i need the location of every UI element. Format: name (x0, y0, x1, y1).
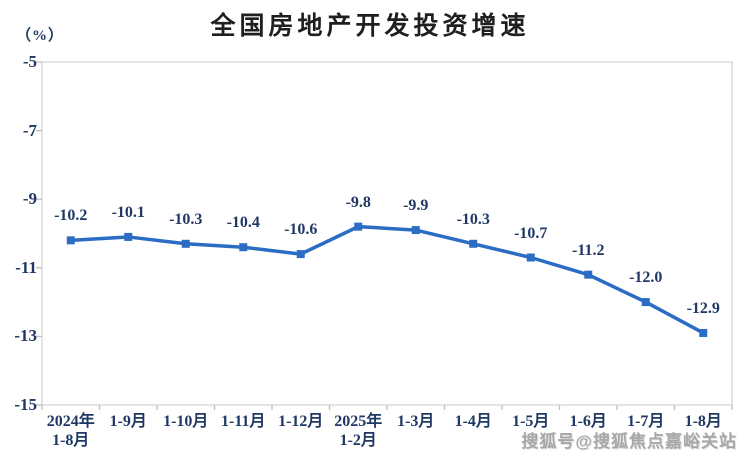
series-line (69, 224, 705, 335)
data-label: -11.2 (572, 241, 605, 259)
x-tick-label: 1-7月 (611, 412, 681, 431)
x-tick-label-line: 1-6月 (569, 413, 607, 430)
data-point-marker (66, 236, 75, 245)
y-tick-label: -11 (15, 257, 37, 277)
data-label: -10.6 (284, 221, 318, 239)
x-tick-label-line: 1-3月 (397, 413, 435, 430)
data-label: -10.4 (226, 214, 260, 232)
x-tick-label-line: 1-8月 (52, 432, 90, 449)
x-tick-label: 1-3月 (381, 412, 451, 431)
y-tick-label: -15 (14, 395, 37, 414)
x-tick-label-line: 1-8月 (684, 413, 722, 430)
x-tick-label-line: 2024年 (46, 413, 95, 430)
data-label: -10.7 (514, 224, 548, 242)
y-tick-label: -13 (14, 326, 37, 346)
watermark: 搜狐号@搜狐焦点嘉峪关站 (521, 432, 737, 451)
data-point-marker (526, 253, 535, 262)
x-tick-label: 1-8月 (668, 412, 738, 431)
x-tick-label-line: 1-10月 (163, 413, 209, 430)
plot-border (41, 61, 733, 406)
x-tick-label: 2025年 1-2月 (323, 412, 393, 450)
x-tick-label: 1-9月 (93, 412, 163, 431)
y-tick-label: -5 (22, 52, 37, 71)
x-tick-label: 1-4月 (438, 412, 508, 431)
x-tick-label: 1-11月 (208, 412, 278, 431)
x-tick-label-line: 1-7月 (627, 413, 665, 430)
data-label: -10.2 (54, 207, 88, 225)
data-label: -10.1 (111, 203, 145, 221)
x-tick-label: 1-6月 (553, 412, 623, 431)
x-tick-label-line: 1-11月 (221, 413, 266, 430)
data-point-marker (239, 243, 248, 252)
y-axis-unit-label: （%） (16, 28, 65, 44)
data-label: -12.9 (686, 299, 720, 317)
y-tick-label: -9 (22, 189, 37, 209)
data-point-marker (181, 239, 190, 248)
data-point-marker (699, 328, 708, 337)
x-tick-label-line: 1-4月 (454, 413, 492, 430)
data-point-marker (296, 250, 305, 259)
x-tick-label-line: 1-2月 (339, 432, 377, 449)
x-tick-label-line: 1-12月 (278, 413, 324, 430)
data-point-marker (469, 239, 478, 248)
data-label: -9.8 (345, 193, 371, 211)
data-label: -10.3 (169, 210, 203, 228)
x-tick-label: 1-10月 (151, 412, 221, 431)
data-point-marker (354, 222, 363, 231)
data-label: -9.9 (403, 197, 429, 215)
x-tick-label: 1-5月 (496, 412, 566, 431)
x-tick-label-line: 1-9月 (109, 413, 147, 430)
data-point-marker (641, 298, 650, 307)
data-point-marker (411, 226, 420, 235)
data-point-marker (584, 270, 593, 279)
x-tick-label-line: 1-5月 (512, 413, 550, 430)
x-tick-label: 1-12月 (266, 412, 336, 431)
data-point-marker (124, 232, 133, 241)
data-label: -10.3 (456, 210, 490, 228)
chart-title: 全国房地产开发投资增速 (210, 12, 530, 40)
x-tick-label-line: 2025年 (334, 413, 383, 430)
y-tick-label: -7 (22, 120, 37, 140)
data-label: -12.0 (629, 269, 663, 287)
x-tick-label: 2024年 1-8月 (36, 412, 106, 450)
